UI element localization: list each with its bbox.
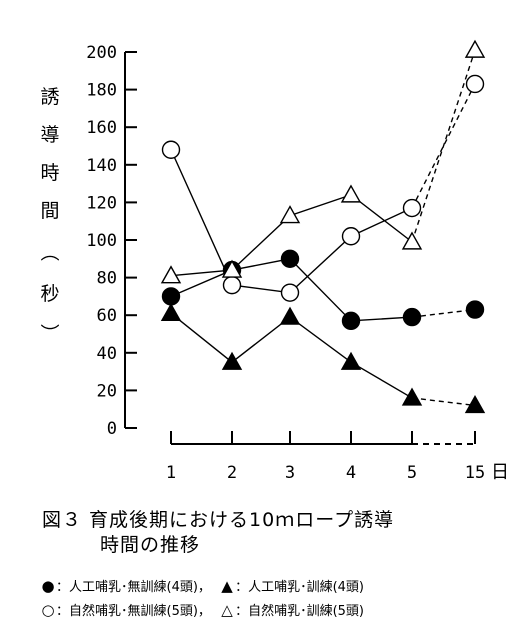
y-tick-label: 120 <box>86 193 117 213</box>
y-tick-label: 200 <box>86 43 117 63</box>
legend-item: △ ：自然哺乳･訓練(5頭) <box>219 599 364 623</box>
legend-row: ●：人工哺乳･無訓練(4頭)， ▲ ：人工哺乳･訓練(4頭) <box>40 575 364 599</box>
data-point-filled-triangle <box>279 306 301 325</box>
data-point-filled-circle <box>280 249 300 268</box>
y-axis: 0 20 40 60 80 100 120 140 160 180 200 <box>86 43 137 439</box>
line-chart: 0 20 40 60 80 100 120 140 160 180 200 1 2 3 4 5 15 日 誘導時… <box>38 39 509 483</box>
data-point-open-circle <box>465 74 485 94</box>
x-tick-label: 3 <box>285 463 295 483</box>
data-point-filled-triangle <box>340 351 362 370</box>
y-tick-label: 60 <box>97 306 117 326</box>
data-point-filled-circle <box>465 300 485 319</box>
data-point-filled-circle <box>161 287 181 306</box>
legend-label: ：自然哺乳･訓練(5頭) <box>235 604 364 619</box>
legend-label: ：人工哺乳･訓練(4頭) <box>235 580 364 595</box>
data-point-filled-triangle <box>160 302 182 322</box>
data-point-open-circle <box>402 198 422 218</box>
legend-item: ▲ ：人工哺乳･訓練(4頭) <box>219 575 364 599</box>
filled-circle-icon: ● <box>41 577 55 595</box>
data-point-open-circle <box>280 283 300 302</box>
y-tick-label: 160 <box>86 118 117 138</box>
data-point-filled-triangle <box>464 395 486 414</box>
series-line-break <box>411 397 476 407</box>
caption-line-1: 図３ 育成後期における10ｍロープ誘導 <box>42 509 395 531</box>
x-axis: 1 2 3 4 5 15 日 <box>166 431 509 483</box>
data-point-open-circle <box>161 140 181 159</box>
series-group <box>160 39 486 414</box>
data-point-filled-circle <box>341 311 361 331</box>
y-axis-label-char: 導 <box>40 124 59 146</box>
y-tick-label: 100 <box>86 231 117 251</box>
open-triangle-icon: △ <box>221 601 233 619</box>
data-point-filled-triangle <box>221 351 243 370</box>
data-point-filled-circle <box>402 307 422 327</box>
x-tick-label: 15 <box>465 463 485 483</box>
y-tick-label: 80 <box>97 269 117 289</box>
y-tick-label: 180 <box>86 81 117 101</box>
filled-triangle-icon: ▲ <box>221 577 233 595</box>
y-axis-label-char: 時 <box>40 162 59 184</box>
y-tick-label: 40 <box>97 344 117 364</box>
legend-label: ：人工哺乳･無訓練(4頭)， <box>56 580 211 595</box>
y-tick-label: 20 <box>97 381 117 401</box>
data-point-open-triangle <box>160 265 182 284</box>
x-tick-label: 2 <box>227 463 237 483</box>
data-point-filled-triangle <box>401 387 423 406</box>
y-axis-label-char: 誘 <box>40 86 59 108</box>
data-point-open-triangle <box>340 184 362 203</box>
x-tick-label: 4 <box>346 463 356 483</box>
figure-caption: 図３ 育成後期における10ｍロープ誘導 時間の推移 <box>42 508 394 558</box>
open-circle-icon: ○ <box>41 601 55 619</box>
series-line-break <box>411 308 476 318</box>
data-point-open-triangle <box>401 231 423 250</box>
x-tick-label: 1 <box>166 463 176 483</box>
data-point-open-triangle <box>279 205 301 224</box>
y-axis-label-char: 間 <box>40 200 59 222</box>
legend-item: ○：自然哺乳･無訓練(5頭)， <box>40 599 211 623</box>
x-tick-label: 5 <box>407 463 417 483</box>
data-point-open-triangle <box>464 39 486 58</box>
series-line-break <box>411 49 476 243</box>
y-axis-label-char: 秒 <box>40 283 59 305</box>
y-axis-label-char: ） <box>38 323 60 342</box>
data-point-open-circle <box>341 227 361 246</box>
x-axis-unit: 日 <box>491 462 509 483</box>
data-point-open-triangle <box>221 259 243 278</box>
y-tick-label: 140 <box>86 156 117 176</box>
caption-line-2: 時間の推移 <box>100 534 201 556</box>
legend-label: ：自然哺乳･無訓練(5頭)， <box>56 604 211 619</box>
legend-item: ●：人工哺乳･無訓練(4頭)， <box>40 575 211 599</box>
series-line <box>170 312 413 399</box>
legend: ●：人工哺乳･無訓練(4頭)， ▲ ：人工哺乳･訓練(4頭) ○：自然哺乳･無訓練… <box>40 575 364 623</box>
y-tick-label: 0 <box>107 419 117 439</box>
data-point-open-circle <box>222 275 242 295</box>
y-axis-label-char: （ <box>38 242 60 261</box>
legend-row: ○：自然哺乳･無訓練(5頭)， △ ：自然哺乳･訓練(5頭) <box>40 599 364 623</box>
